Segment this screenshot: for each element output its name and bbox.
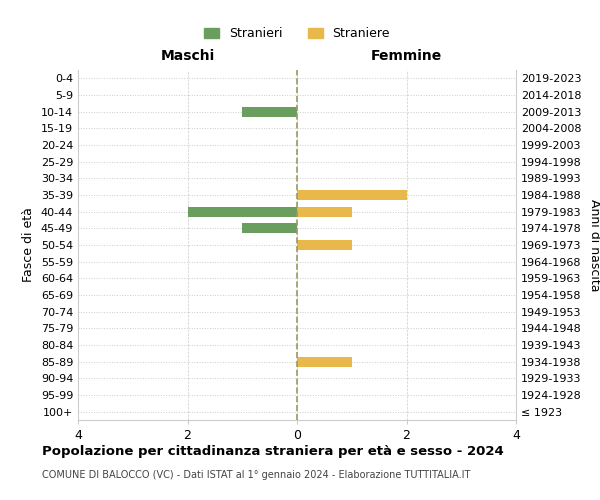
Bar [242, 106, 297, 117]
Bar [187, 206, 297, 216]
Bar [297, 240, 352, 250]
Bar [297, 356, 352, 366]
Legend: Stranieri, Straniere: Stranieri, Straniere [204, 28, 390, 40]
Text: COMUNE DI BALOCCO (VC) - Dati ISTAT al 1° gennaio 2024 - Elaborazione TUTTITALIA: COMUNE DI BALOCCO (VC) - Dati ISTAT al 1… [42, 470, 470, 480]
Text: Femmine: Femmine [371, 49, 442, 63]
Y-axis label: Anni di nascita: Anni di nascita [588, 198, 600, 291]
Text: Popolazione per cittadinanza straniera per età e sesso - 2024: Popolazione per cittadinanza straniera p… [42, 445, 504, 458]
Bar [242, 224, 297, 234]
Y-axis label: Fasce di età: Fasce di età [22, 208, 35, 282]
Bar [297, 206, 352, 216]
Bar [297, 190, 407, 200]
Text: Maschi: Maschi [160, 49, 215, 63]
